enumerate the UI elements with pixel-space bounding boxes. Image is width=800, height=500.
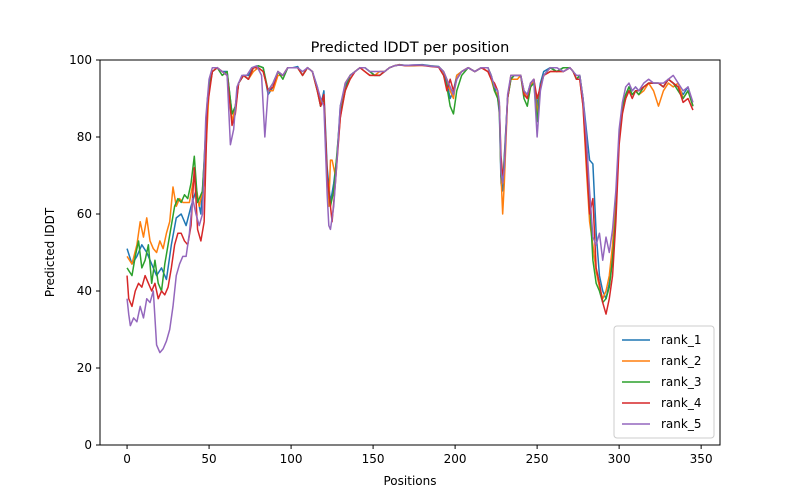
chart-title: Predicted lDDT per position <box>311 40 510 56</box>
legend-label-rank_3: rank_3 <box>661 375 701 389</box>
x-tick-label: 100 <box>280 452 303 466</box>
legend-label-rank_2: rank_2 <box>661 354 701 368</box>
series-line-rank_2 <box>126 63 694 300</box>
x-tick-label: 200 <box>444 452 467 466</box>
x-axis-title: Positions <box>384 474 437 488</box>
series-line-rank_4 <box>126 64 694 315</box>
legend-label-rank_4: rank_4 <box>661 396 701 410</box>
plot-frame <box>99 59 721 446</box>
x-axis: 0 50 100 150 200 250 300 350 <box>123 445 713 466</box>
plot-lines <box>126 63 694 354</box>
y-tick-label: 0 <box>84 438 92 452</box>
y-tick-label: 40 <box>77 284 92 298</box>
y-tick-label: 60 <box>77 207 92 221</box>
y-tick-label: 80 <box>77 130 92 144</box>
x-tick-label: 50 <box>201 452 216 466</box>
x-tick-label: 150 <box>362 452 385 466</box>
legend: rank_1 rank_2 rank_3 rank_4 rank_5 <box>613 325 715 439</box>
y-axis-title: Predicted lDDT <box>43 207 57 297</box>
series-line-rank_3 <box>126 64 694 304</box>
legend-label-rank_5: rank_5 <box>661 417 701 431</box>
series-line-rank_1 <box>126 63 694 300</box>
y-tick-label: 100 <box>69 53 92 67</box>
legend-box <box>613 325 715 439</box>
legend-label-rank_1: rank_1 <box>661 333 701 347</box>
x-tick-label: 250 <box>526 452 549 466</box>
y-tick-label: 20 <box>77 361 92 375</box>
series-line-rank_5 <box>126 64 694 354</box>
x-tick-label: 300 <box>608 452 631 466</box>
y-axis: 0 20 40 60 80 100 <box>69 53 100 452</box>
x-tick-label: 350 <box>690 452 713 466</box>
x-tick-label: 0 <box>123 452 131 466</box>
